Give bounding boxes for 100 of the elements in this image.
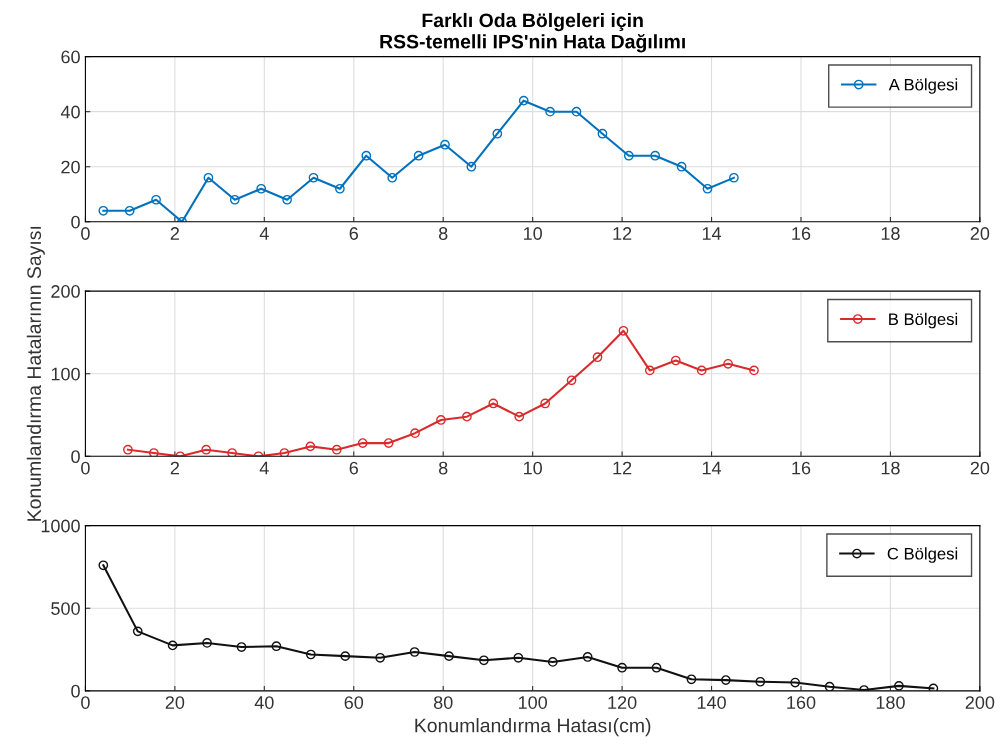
point [282, 194, 292, 205]
y-tick-label: 0 [71, 684, 80, 698]
point [582, 652, 593, 662]
y-tick-label: 200 [51, 285, 80, 298]
point [547, 657, 558, 667]
point [305, 441, 316, 452]
x-tick-label: 8 [438, 461, 448, 475]
point [518, 95, 529, 106]
y-tick-label: 0 [71, 215, 80, 229]
point [729, 172, 739, 183]
legend-label: A Bölgesi [888, 78, 958, 94]
point [617, 662, 627, 673]
point [618, 325, 629, 336]
point [702, 183, 713, 194]
point [514, 411, 525, 422]
point [409, 647, 420, 657]
x-tick-label: 60 [344, 696, 364, 709]
point [566, 375, 577, 386]
point [436, 415, 446, 425]
x-tick-label: 20 [165, 696, 185, 709]
point [540, 398, 551, 409]
legend-label: C Bölgesi [887, 547, 958, 563]
y-tick-label: 60 [61, 50, 80, 64]
point [466, 161, 477, 172]
point [571, 106, 582, 117]
point [308, 172, 319, 183]
point [676, 161, 687, 172]
x-tick-label: 200 [965, 696, 995, 709]
x-tick-label: 14 [702, 461, 722, 475]
point [271, 641, 282, 652]
legend-label: B Bölgesi [889, 312, 958, 329]
point [357, 438, 368, 448]
point [202, 638, 212, 648]
point [686, 674, 697, 685]
point [479, 655, 489, 666]
point [98, 205, 109, 216]
point [375, 652, 386, 663]
x-tick-label: 100 [518, 696, 548, 709]
point [824, 681, 835, 691]
point [201, 444, 212, 455]
point [387, 172, 398, 183]
point [928, 683, 939, 691]
y-tick-label: 20 [61, 160, 80, 174]
point [361, 150, 372, 161]
point [132, 626, 143, 637]
x-tick-label: 6 [349, 461, 358, 475]
x-tick-label: 140 [697, 696, 726, 709]
point [545, 106, 555, 117]
x-tick-label: 18 [881, 461, 900, 475]
y-tick-label: 1000 [41, 519, 80, 533]
x-tick-label: 14 [702, 227, 722, 240]
point [723, 358, 733, 369]
point [236, 642, 247, 652]
point [440, 139, 450, 150]
x-tick-label: 80 [433, 696, 453, 709]
point [592, 352, 603, 363]
x-tick-label: 16 [792, 227, 811, 240]
point [256, 183, 267, 194]
point [651, 662, 662, 673]
x-tick-label: 20 [970, 461, 990, 475]
point [894, 681, 904, 691]
point [151, 194, 161, 205]
chart-title: Farklı Oda Bölgeleri için RSS-temelli IPS'nin Hata Dağılımı [380, 12, 685, 53]
point [720, 675, 731, 685]
x-tick-label: 2 [170, 461, 179, 475]
point [229, 194, 240, 205]
x-axis-title: Konumlandırma Hatası(cm) [415, 718, 651, 737]
point [488, 398, 499, 409]
x-tick-label: 18 [881, 227, 900, 240]
x-tick-label: 180 [876, 696, 905, 709]
point [335, 183, 345, 194]
x-tick-label: 0 [81, 696, 90, 709]
x-tick-label: 4 [259, 461, 269, 475]
point [444, 651, 454, 662]
point [696, 365, 707, 376]
point [305, 649, 316, 660]
point [167, 640, 178, 651]
y-tick-label: 100 [51, 367, 80, 381]
x-tick-label: 10 [523, 461, 542, 475]
point [623, 150, 634, 161]
x-tick-label: 10 [523, 227, 542, 240]
x-tick-label: 12 [613, 461, 632, 475]
x-tick-label: 6 [349, 227, 358, 240]
point [790, 677, 801, 688]
point [123, 444, 133, 455]
y-tick-label: 40 [60, 105, 80, 119]
point [650, 150, 661, 161]
point [203, 172, 214, 183]
point [227, 448, 237, 457]
point [410, 428, 420, 439]
point [513, 652, 524, 663]
x-tick-label: 0 [81, 227, 90, 240]
point [383, 438, 394, 448]
x-tick-label: 4 [259, 227, 269, 240]
point [98, 560, 109, 571]
x-tick-label: 120 [608, 696, 637, 709]
point [340, 651, 351, 662]
point [755, 676, 766, 687]
y-tick-label: 500 [51, 602, 80, 615]
y-axis-title: Konumlandırma Hatalarının Sayısı [26, 226, 45, 521]
